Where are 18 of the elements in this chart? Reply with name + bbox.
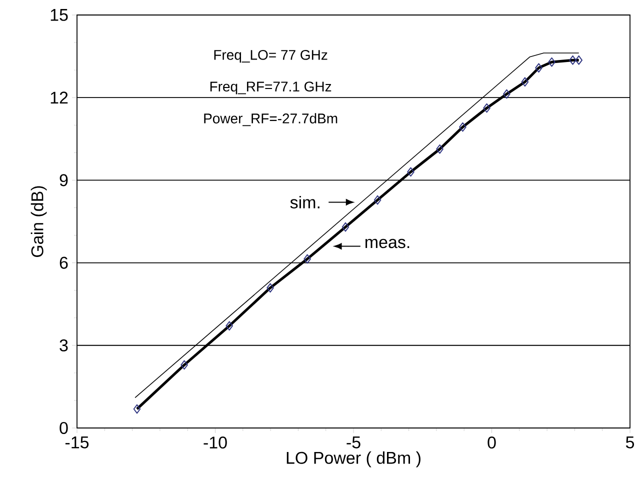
y-tick-label: 0 [60,422,68,434]
annotation: Freq_RF=77.1 GHz [210,82,332,94]
series-label: sim. [290,196,320,208]
legend-label: meas. [366,238,410,248]
y-tick-label: 12 [50,92,68,104]
x-tick-label: -15 [65,436,89,448]
y-axis-title: Gain (dB) [30,186,47,257]
x-axis-title: LO Power ( dBm ) [286,451,420,468]
annotation: Freq_LO= 77 GHz [214,50,328,63]
x-tick-label: -5 [346,436,360,448]
y-tick-label: 15 [50,9,68,21]
y-tick-label: 6 [60,256,68,269]
x-tick-label: 5 [626,436,634,448]
y-tick-label: 3 [60,339,68,352]
y-tick-label: 9 [60,174,68,186]
annotation: Power_RF=-27.7dBm [204,113,338,126]
x-tick-label: -10 [204,436,227,449]
x-tick-label: 0 [488,436,496,449]
